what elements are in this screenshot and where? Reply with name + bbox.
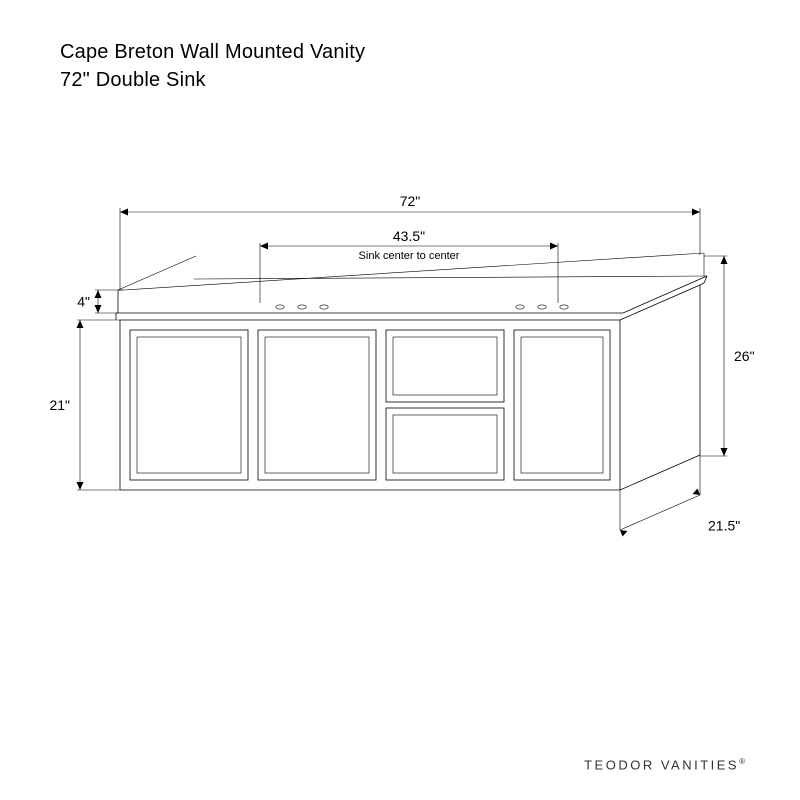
svg-text:Sink center to center: Sink center to center	[359, 250, 460, 262]
svg-text:21.5": 21.5"	[708, 518, 740, 534]
svg-text:21": 21"	[49, 397, 70, 413]
svg-text:4": 4"	[77, 294, 90, 310]
vanity-diagram: 72" 43.5" Sink center to center 4" 21" 26" 21.…	[0, 0, 800, 800]
svg-text:72": 72"	[400, 193, 421, 209]
svg-text:43.5": 43.5"	[393, 228, 425, 244]
svg-text:26": 26"	[734, 348, 755, 364]
